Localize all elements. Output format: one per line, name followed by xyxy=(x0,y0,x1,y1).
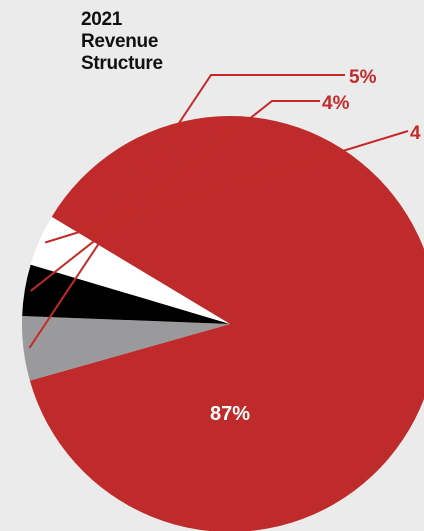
chart-title-line-structure: Structure xyxy=(81,53,163,74)
pie-slice-label-4: 4 xyxy=(410,123,421,144)
pie-slices xyxy=(21,116,424,531)
pie-slice-label-1: 87% xyxy=(210,403,250,425)
pie-callouts xyxy=(28,74,409,349)
pie-callout-line-2 xyxy=(28,74,345,349)
pie-callout-line-3 xyxy=(30,100,320,292)
pie-callout-line-4 xyxy=(44,130,409,244)
chart-title-line-revenue: Revenue xyxy=(81,31,159,52)
pie-labels: 87% 5% 4% 4 xyxy=(210,67,421,425)
pie-slice-label-3: 4% xyxy=(322,93,350,114)
pie-slice-label-2: 5% xyxy=(349,67,377,88)
chart-title: 2021 Revenue Structure xyxy=(81,9,241,75)
pie-slice-2 xyxy=(21,316,230,381)
pie-slice-1 xyxy=(29,116,424,531)
chart-title-line-year: 2021 xyxy=(81,9,123,30)
pie-slice-4 xyxy=(30,216,231,324)
